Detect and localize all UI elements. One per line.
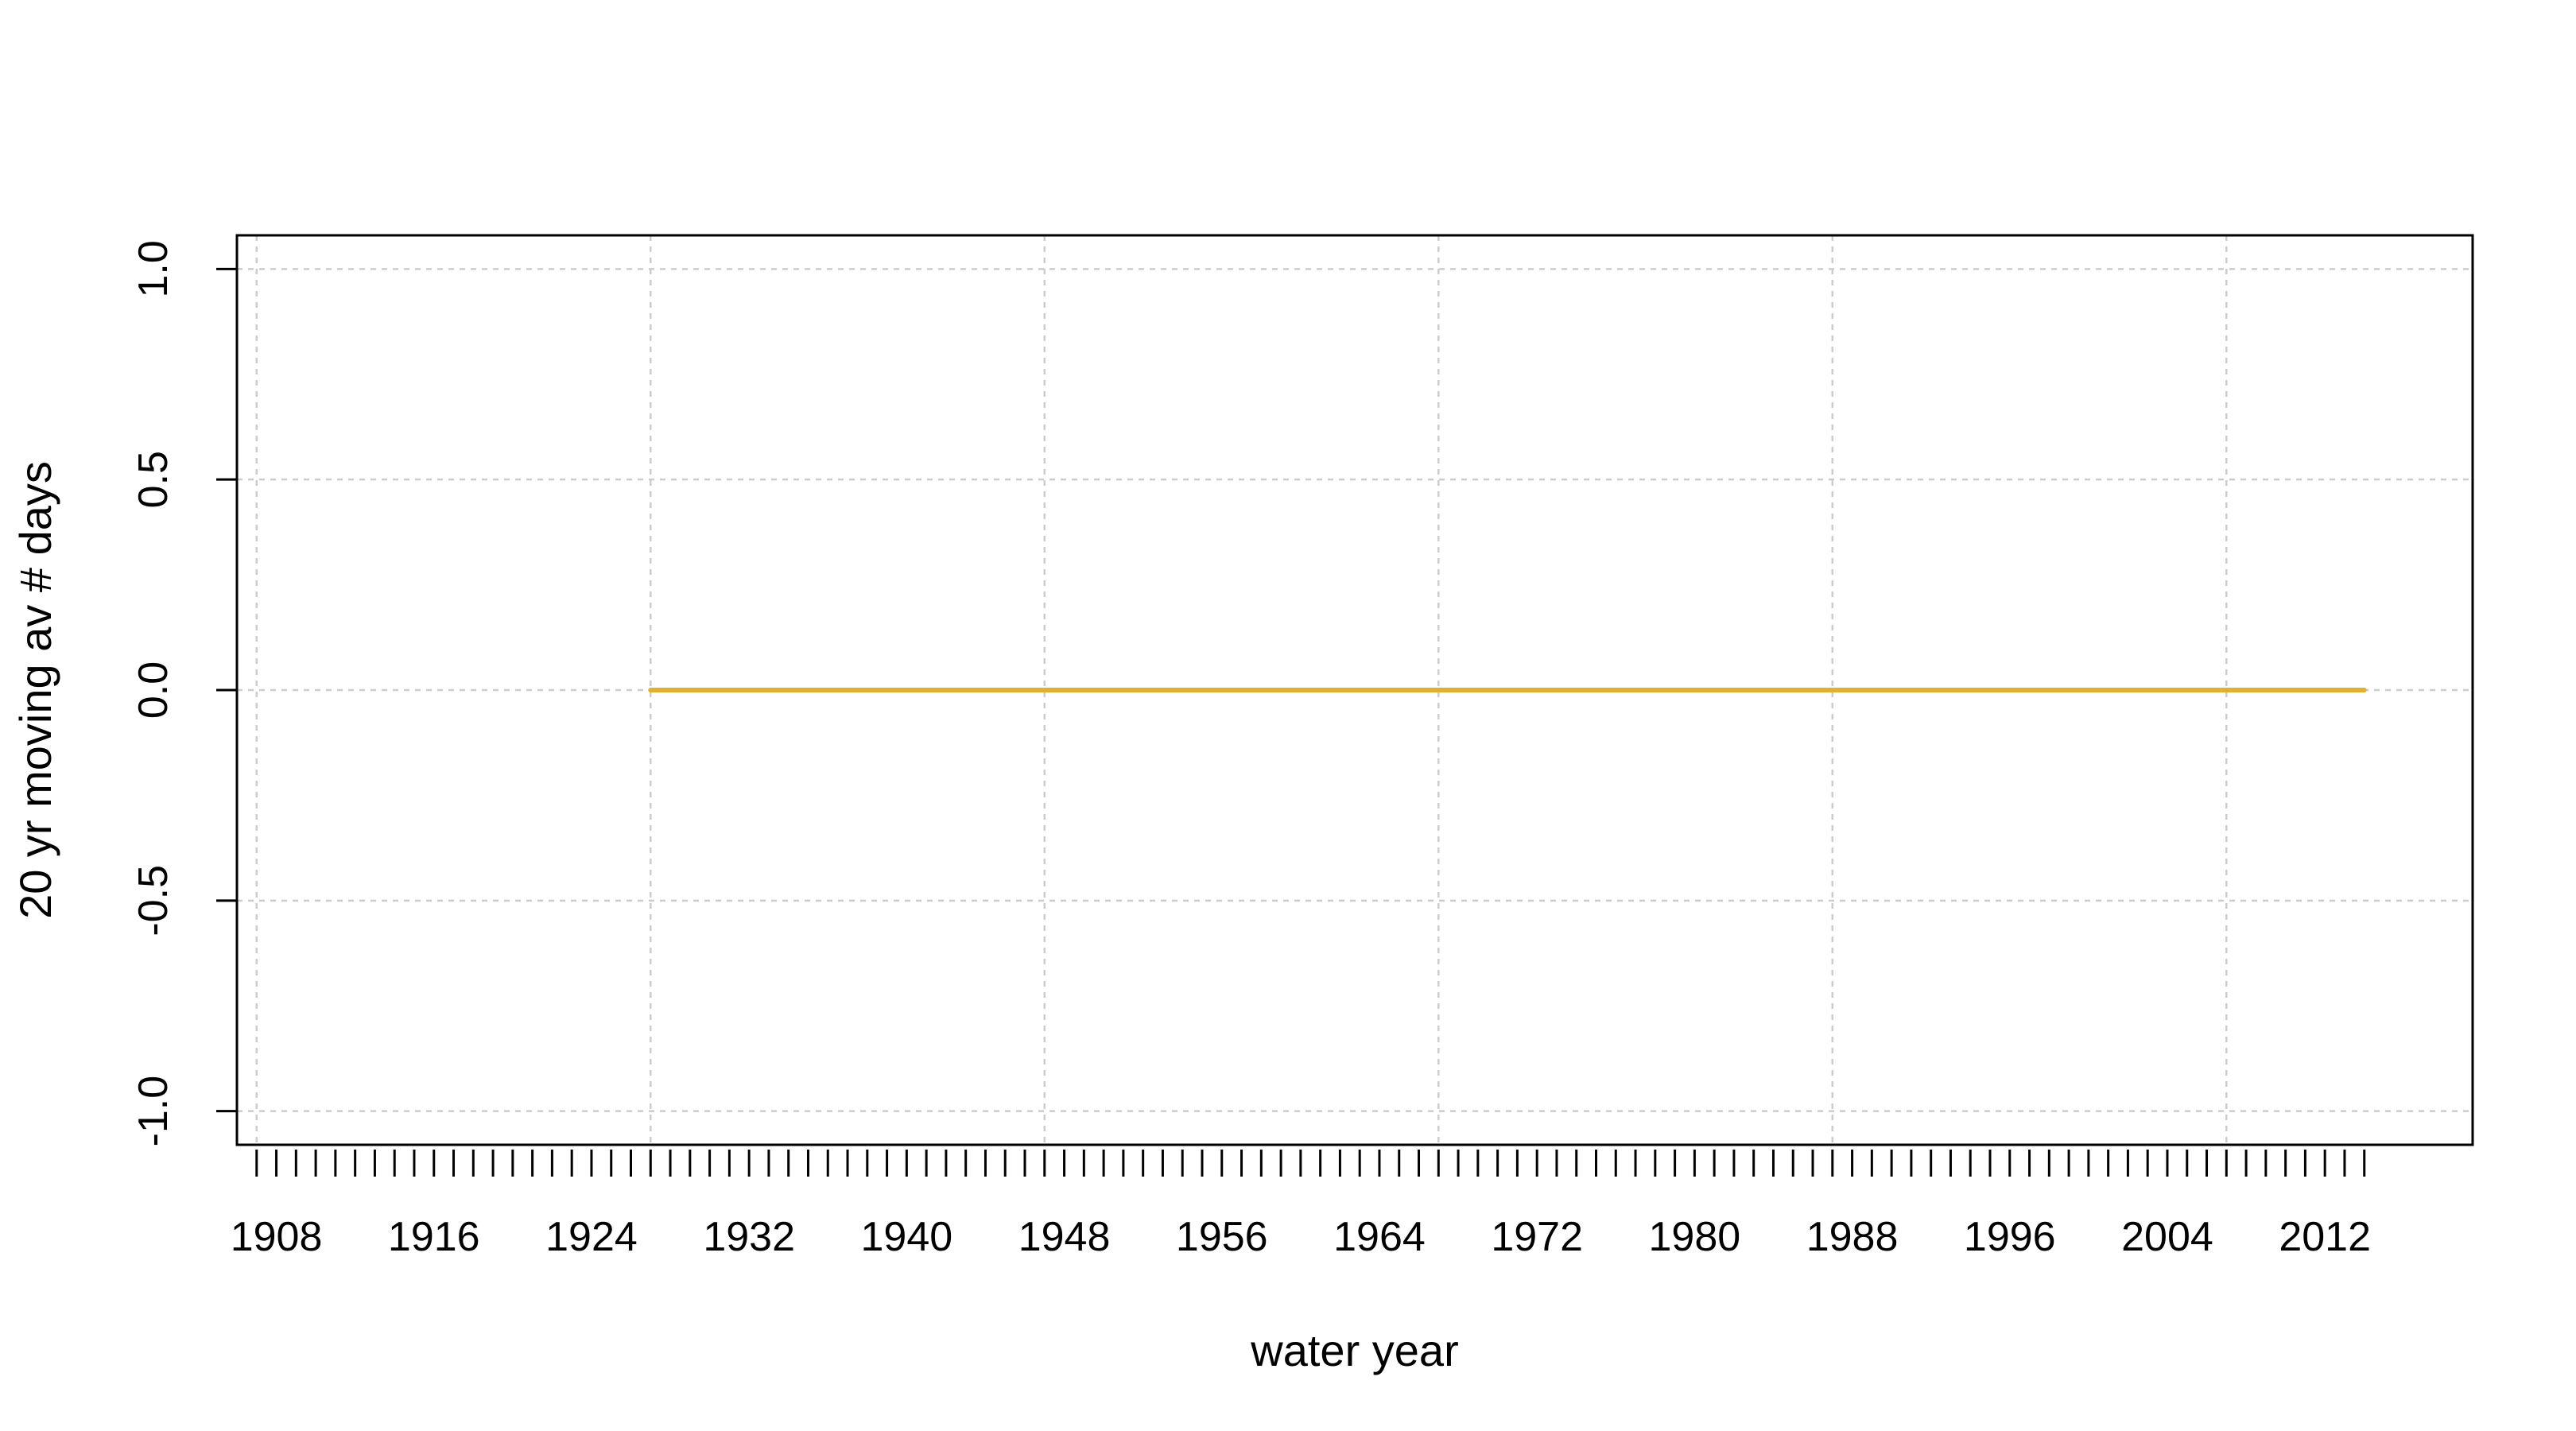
x-tick-label: 1972: [1491, 1214, 1583, 1260]
x-tick-label: 1940: [861, 1214, 953, 1260]
y-tick-label: 0.5: [130, 451, 177, 508]
x-tick-label: 1916: [388, 1214, 480, 1260]
x-tick-label: 1948: [1018, 1214, 1111, 1260]
y-axis-title: 20 yr moving av # days: [10, 461, 60, 919]
y-tick-label: 0.0: [130, 661, 177, 719]
x-tick-label: 1932: [703, 1214, 795, 1260]
x-axis: 1908 1916 1924 1932 1940 1948 1956 1964 1972 1980…: [231, 1150, 2371, 1260]
x-tick-label: 1924: [545, 1214, 638, 1260]
x-tick-label: 1988: [1806, 1214, 1899, 1260]
x-tick-label: 2004: [2121, 1214, 2213, 1260]
x-tick-label: 1908: [231, 1214, 323, 1260]
x-tick-label: 1964: [1333, 1214, 1426, 1260]
y-tick-label: 1.0: [130, 240, 177, 297]
y-tick-label: -0.5: [130, 865, 177, 937]
y-axis: -1.0 -0.5 0.0 0.5 1.0: [130, 240, 239, 1147]
y-tick-label: -1.0: [130, 1076, 177, 1147]
x-tick-label: 2012: [2279, 1214, 2371, 1260]
x-axis-title: water year: [1250, 1325, 1458, 1375]
x-tick-label: 1996: [1964, 1214, 2056, 1260]
x-tick-label: 1980: [1649, 1214, 1741, 1260]
x-tick-label: 1956: [1176, 1214, 1268, 1260]
